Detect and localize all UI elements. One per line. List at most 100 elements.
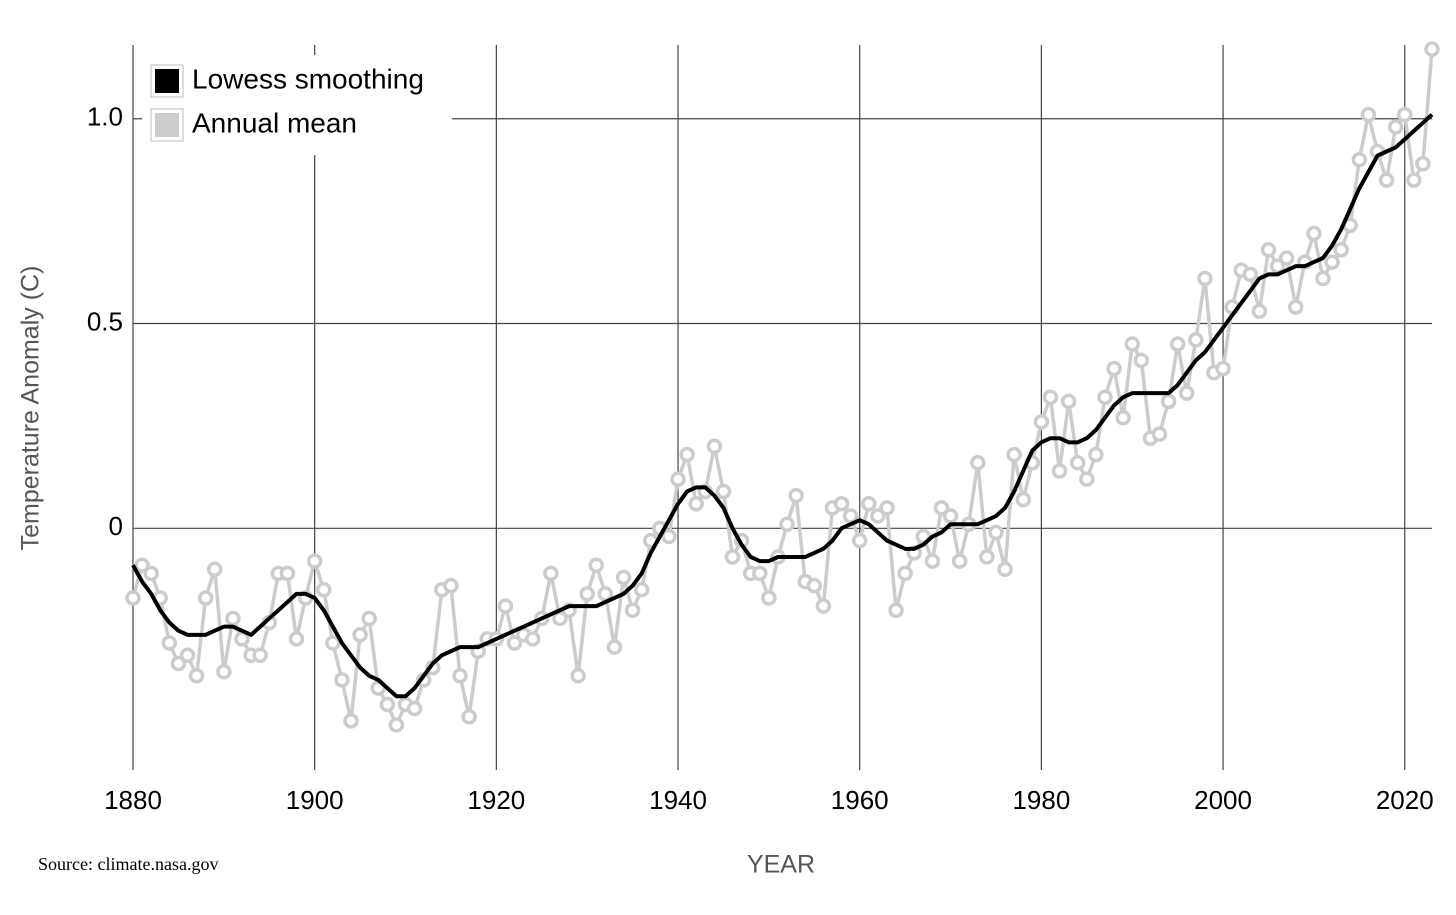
data-point [497,598,514,614]
legend-swatch-border [150,108,184,142]
y-tick-label: 1.0 [87,102,123,132]
data-point [197,590,214,606]
data-point [606,639,623,655]
data-point [570,668,586,684]
data-point [1260,242,1277,258]
data-point [306,553,323,569]
data-point [252,647,268,664]
data-point [406,700,423,717]
data-point [388,717,405,733]
data-point [1151,426,1168,442]
data-point [661,528,677,545]
data-point [1406,172,1422,188]
data-point [1115,409,1131,426]
data-point [352,627,368,643]
data-point [361,610,377,627]
data-point [870,508,886,524]
data-point [143,565,159,582]
data-point [970,455,986,471]
data-point [1033,414,1050,430]
data-point [979,549,995,565]
data-point [1079,471,1095,487]
data-point [1060,393,1077,410]
data-point [1006,446,1022,463]
x-tick-label: 1960 [831,785,889,815]
data-point [524,631,541,647]
data-point [933,500,950,516]
data-point [1188,332,1204,348]
data-point [951,553,968,569]
data-point [761,590,777,606]
data-point [942,508,959,524]
data-point [225,610,241,627]
data-point [325,635,341,651]
data-point [1306,225,1322,242]
x-tick-label: 1880 [104,785,162,815]
data-point [924,553,941,569]
data-point [1360,106,1377,123]
data-point [1387,119,1404,135]
data-point [897,565,913,582]
data-point [679,446,695,463]
data-point [1378,172,1395,188]
data-point [1415,156,1431,172]
data-point [506,635,523,651]
data-point [815,598,832,614]
data-point [1315,270,1331,287]
x-tick-label: 1980 [1012,785,1070,815]
legend-label: Annual mean [192,107,357,138]
data-point [879,500,895,516]
data-point [170,655,187,672]
data-point [1324,254,1340,270]
data-point [1015,491,1031,508]
data-point [207,561,223,578]
x-axis-title: YEAR [747,851,815,879]
x-tick-label: 2000 [1194,785,1252,815]
legend-swatch [153,111,181,139]
data-point [1287,299,1304,315]
data-point [633,582,650,598]
x-tick-label: 1940 [649,785,707,815]
data-point [1124,336,1140,352]
legend-background [142,55,452,155]
data-point [988,524,1004,541]
y-axis-title: Temperature Anomaly (C) [17,266,45,551]
data-point [888,602,904,619]
data-point [706,438,723,455]
data-point [343,713,359,729]
legend-swatch-border [150,64,184,98]
data-point [334,672,350,688]
series-line [131,113,1434,699]
data-point [1278,250,1295,266]
data-point [1097,389,1113,406]
legend-label: Lowess smoothing [192,63,424,94]
data-point [1042,389,1059,406]
data-point [688,496,704,512]
data-point [1160,393,1177,410]
data-point [1169,336,1186,352]
data-point [588,557,605,573]
data-point [779,516,795,532]
data-point [579,586,595,602]
data-point [452,668,468,684]
x-tick-label: 1900 [286,785,344,815]
source-note: Source: climate.nasa.gov [38,854,218,874]
data-point [1051,463,1068,479]
legend-swatch [153,67,181,95]
data-point [1351,151,1368,168]
data-point [624,602,641,619]
data-point [216,663,232,680]
data-point [279,565,296,582]
data-point [1396,106,1413,123]
data-point [997,561,1013,578]
data-point [316,582,332,598]
data-point [461,709,477,725]
data-point [1251,303,1268,319]
data-point [1088,446,1104,463]
data-point [788,487,804,504]
data-point [861,496,877,512]
data-point [179,647,196,664]
data-point [443,577,459,594]
y-tick-label: 0.5 [87,306,123,336]
